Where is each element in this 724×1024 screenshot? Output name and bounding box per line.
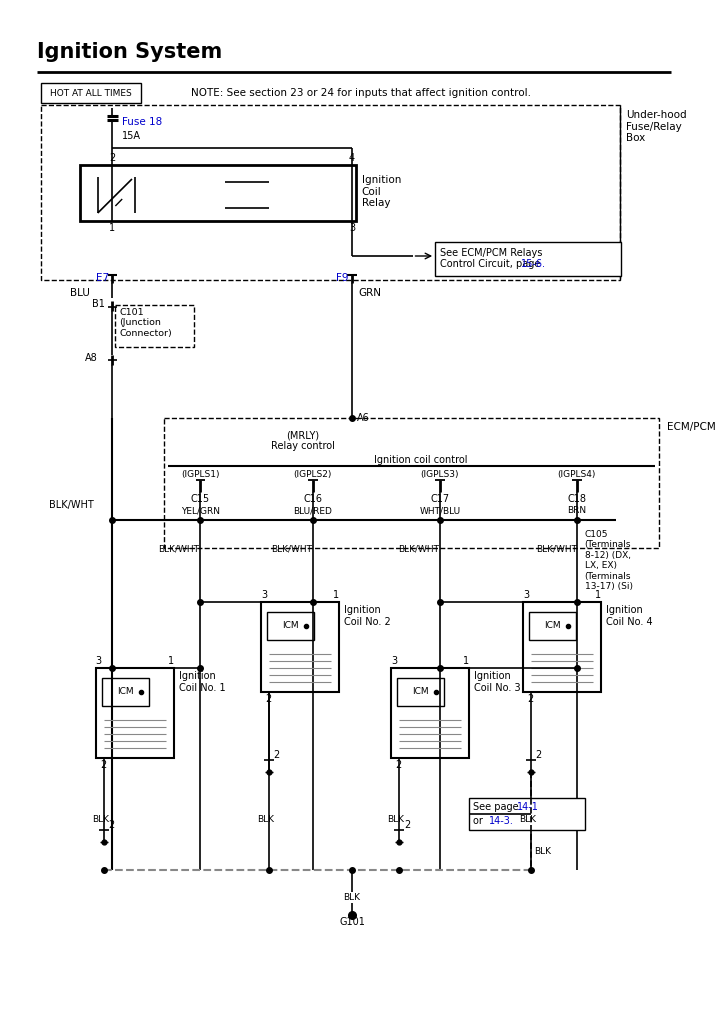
Text: BLK: BLK xyxy=(534,847,551,856)
Text: 15A: 15A xyxy=(122,131,141,141)
Text: BLK/WHT: BLK/WHT xyxy=(159,545,199,554)
Text: 1: 1 xyxy=(595,590,602,600)
Text: 2: 2 xyxy=(266,694,272,705)
Bar xyxy=(469,798,584,830)
Bar xyxy=(96,668,174,758)
Text: YEL/GRN: YEL/GRN xyxy=(181,506,220,515)
Text: 3: 3 xyxy=(261,590,267,600)
Text: 2: 2 xyxy=(101,760,106,770)
Text: GRN: GRN xyxy=(359,288,382,298)
Text: 2: 2 xyxy=(404,820,410,830)
Text: NOTE: See section 23 or 24 for inputs that affect ignition control.: NOTE: See section 23 or 24 for inputs th… xyxy=(190,88,531,98)
Bar xyxy=(80,165,356,221)
Text: 3: 3 xyxy=(96,656,102,666)
Bar xyxy=(435,242,620,276)
Text: ICM: ICM xyxy=(117,687,133,696)
Text: Ignition
Coil No. 3: Ignition Coil No. 3 xyxy=(474,671,521,692)
Bar xyxy=(391,668,469,758)
Bar xyxy=(41,105,620,280)
Bar xyxy=(101,678,148,706)
Text: BLU: BLU xyxy=(70,288,90,298)
Text: 1: 1 xyxy=(109,223,116,233)
Text: (IGPLS2): (IGPLS2) xyxy=(294,470,332,479)
Text: 2: 2 xyxy=(109,820,115,830)
Text: BLK: BLK xyxy=(92,815,109,824)
Bar xyxy=(261,602,340,692)
Text: 1: 1 xyxy=(333,590,340,600)
Text: 1: 1 xyxy=(168,656,174,666)
Text: ICM: ICM xyxy=(282,622,299,631)
Text: 2: 2 xyxy=(109,153,116,163)
Text: 2: 2 xyxy=(396,760,402,770)
Text: BLK/WHT: BLK/WHT xyxy=(49,500,93,510)
Bar xyxy=(115,305,193,347)
Text: Ignition
Coil No. 2: Ignition Coil No. 2 xyxy=(344,605,391,627)
Text: 1: 1 xyxy=(463,656,469,666)
Text: HOT AT ALL TIMES: HOT AT ALL TIMES xyxy=(50,88,132,97)
Text: BRN: BRN xyxy=(567,506,586,515)
Bar xyxy=(267,612,313,640)
Text: C16: C16 xyxy=(303,494,322,504)
Text: Control Circuit, page: Control Circuit, page xyxy=(440,259,544,269)
Text: F9: F9 xyxy=(336,273,348,283)
Bar xyxy=(529,612,576,640)
Text: or: or xyxy=(473,816,487,826)
Text: See page: See page xyxy=(473,802,522,812)
Text: Ignition
Coil No. 4: Ignition Coil No. 4 xyxy=(606,605,653,627)
Text: Ignition coil control: Ignition coil control xyxy=(374,455,467,465)
Text: ICM: ICM xyxy=(544,622,560,631)
Text: B1: B1 xyxy=(92,299,105,309)
Text: C15: C15 xyxy=(191,494,210,504)
Text: C18: C18 xyxy=(568,494,586,504)
Text: See ECM/PCM Relays: See ECM/PCM Relays xyxy=(440,248,542,258)
Bar xyxy=(41,83,140,103)
Text: BLK/WHT: BLK/WHT xyxy=(536,545,577,554)
Text: ICM: ICM xyxy=(412,687,429,696)
Bar xyxy=(523,602,601,692)
Text: Fuse 18: Fuse 18 xyxy=(122,117,162,127)
Bar xyxy=(164,418,659,548)
Text: 3: 3 xyxy=(391,656,397,666)
Text: 3: 3 xyxy=(349,223,355,233)
Text: BLK: BLK xyxy=(387,815,405,824)
Text: Under-hood
Fuse/Relay
Box: Under-hood Fuse/Relay Box xyxy=(626,110,686,143)
Text: BLK: BLK xyxy=(519,815,536,824)
Text: BLU/RED: BLU/RED xyxy=(293,506,332,515)
Text: 2: 2 xyxy=(528,694,534,705)
Text: G101: G101 xyxy=(339,918,365,927)
Text: 14-1: 14-1 xyxy=(517,802,539,812)
Text: E7: E7 xyxy=(96,273,109,283)
Text: (IGPLS3): (IGPLS3) xyxy=(421,470,459,479)
Text: WHT/BLU: WHT/BLU xyxy=(419,506,460,515)
Text: Ignition
Coil
Relay: Ignition Coil Relay xyxy=(362,175,401,208)
Text: (IGPLS4): (IGPLS4) xyxy=(557,470,596,479)
Text: 2: 2 xyxy=(274,750,280,760)
Text: (IGPLS1): (IGPLS1) xyxy=(181,470,219,479)
Text: (MRLY): (MRLY) xyxy=(287,430,319,440)
Text: 3: 3 xyxy=(523,590,529,600)
Text: C101
(Junction
Connector): C101 (Junction Connector) xyxy=(119,308,172,338)
Text: BLK/WHT: BLK/WHT xyxy=(398,545,439,554)
Text: Relay control: Relay control xyxy=(271,441,335,451)
Text: ECM/PCM: ECM/PCM xyxy=(667,422,715,432)
Text: 2: 2 xyxy=(536,750,542,760)
Text: Ignition
Coil No. 1: Ignition Coil No. 1 xyxy=(179,671,226,692)
Text: Ignition System: Ignition System xyxy=(37,42,222,62)
Text: C17: C17 xyxy=(430,494,450,504)
Text: 15-6.: 15-6. xyxy=(521,259,546,269)
Text: 4: 4 xyxy=(349,153,355,163)
Text: 14-3.: 14-3. xyxy=(489,816,514,826)
Text: C105
(Terminals
8-12) (DX,
LX, EX)
(Terminals
13-17) (Si): C105 (Terminals 8-12) (DX, LX, EX) (Term… xyxy=(584,530,633,591)
Text: BLK/WHT: BLK/WHT xyxy=(271,545,312,554)
Text: A6: A6 xyxy=(357,413,369,423)
Text: BLK: BLK xyxy=(343,893,361,902)
Text: BLK: BLK xyxy=(258,815,274,824)
Text: A8: A8 xyxy=(85,353,98,362)
Bar xyxy=(397,678,444,706)
